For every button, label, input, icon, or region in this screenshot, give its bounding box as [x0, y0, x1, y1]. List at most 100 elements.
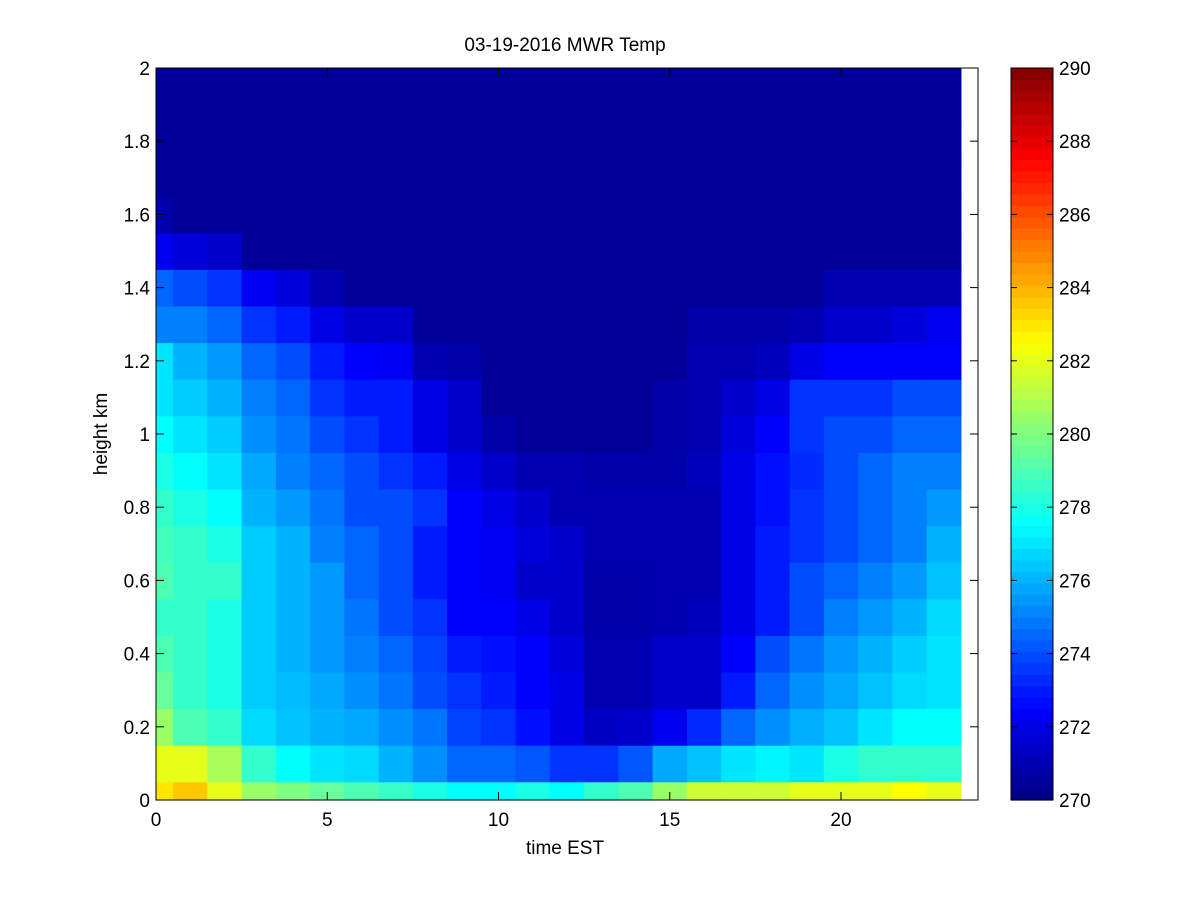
heatmap-cell	[618, 598, 654, 636]
colorbar-segment	[1011, 170, 1053, 183]
heatmap-cell	[241, 525, 277, 563]
heatmap-cell	[858, 452, 893, 490]
heatmap-cell	[207, 562, 243, 600]
heatmap-cell	[618, 305, 654, 344]
heatmap-cell	[926, 525, 962, 563]
heatmap-cell	[823, 342, 859, 380]
heatmap-cell	[310, 269, 345, 307]
heatmap-cell	[378, 562, 414, 600]
heatmap-cell	[275, 122, 311, 161]
heatmap-cell	[686, 488, 722, 527]
heatmap-cell	[721, 635, 756, 673]
heatmap-cell	[173, 525, 208, 563]
heatmap-cell	[241, 635, 277, 673]
heatmap-cell	[481, 269, 517, 307]
heatmap-cell	[310, 305, 345, 344]
heatmap-cell	[892, 671, 928, 710]
heatmap-cell	[241, 452, 277, 490]
heatmap-cell	[926, 415, 962, 453]
x-axis-label: time EST	[526, 838, 605, 859]
heatmap-cell	[241, 781, 277, 801]
heatmap-cell	[823, 671, 859, 710]
heatmap-cell	[549, 635, 585, 673]
heatmap-cell	[584, 708, 619, 746]
heatmap-cell	[447, 488, 482, 527]
heatmap-cell	[652, 379, 688, 417]
colorbar-segment	[1011, 536, 1053, 549]
heatmap-cell	[515, 525, 551, 563]
heatmap-cell	[549, 269, 585, 307]
heatmap-cell	[755, 452, 791, 490]
heatmap-cell	[207, 122, 243, 161]
heatmap-cell	[892, 452, 928, 490]
heatmap-cell	[823, 708, 859, 746]
heatmap-cell	[515, 269, 551, 307]
heatmap-cell	[173, 122, 208, 161]
heatmap-cell	[378, 196, 414, 234]
heatmap-cell	[823, 452, 859, 490]
heatmap-cell	[515, 232, 551, 270]
heatmap-cell	[241, 598, 277, 636]
heatmap-cell	[926, 305, 962, 344]
heatmap-cell	[721, 562, 756, 600]
y-tick-label: 0.8	[124, 498, 150, 519]
heatmap-cell	[207, 269, 243, 307]
heatmap-cell	[584, 159, 619, 197]
heatmap-cell	[378, 671, 414, 710]
heatmap-cell	[652, 598, 688, 636]
heatmap-cell	[207, 488, 243, 527]
heatmap-cell	[892, 415, 928, 453]
heatmap-cell	[481, 68, 517, 124]
heatmap-cell	[275, 415, 311, 453]
heatmap-cell	[584, 635, 619, 673]
heatmap-cell	[344, 379, 380, 417]
heatmap-cell	[652, 342, 688, 380]
colorbar-segment	[1011, 182, 1053, 195]
heatmap-cell	[926, 598, 962, 636]
heatmap-cell	[823, 525, 859, 563]
heatmap-cell	[481, 196, 517, 234]
heatmap-cell	[515, 488, 551, 527]
heatmap-cell	[686, 232, 722, 270]
heatmap-cell	[721, 232, 756, 270]
heatmap-cell	[412, 232, 448, 270]
heatmap-cell	[481, 159, 517, 197]
heatmap-cell	[892, 232, 928, 270]
heatmap-cell	[789, 269, 825, 307]
heatmap-cell	[156, 196, 174, 234]
colorbar-segment	[1011, 479, 1053, 492]
heatmap-cell	[310, 415, 345, 453]
colorbar-segment	[1011, 674, 1053, 687]
heatmap-cell	[447, 562, 482, 600]
heatmap-cell	[618, 415, 654, 453]
heatmap-cell	[823, 488, 859, 527]
colorbar-segment	[1011, 571, 1053, 584]
heatmap-cell	[618, 671, 654, 710]
heatmap-cell	[515, 415, 551, 453]
heatmap-cell	[652, 232, 688, 270]
heatmap-cell	[344, 232, 380, 270]
heatmap-cell	[156, 525, 174, 563]
heatmap-cell	[515, 745, 551, 783]
heatmap-cell	[241, 745, 277, 783]
heatmap-cell	[584, 305, 619, 344]
heatmap-cell	[789, 232, 825, 270]
heatmap-cell	[207, 525, 243, 563]
heatmap-cell	[515, 708, 551, 746]
heatmap-cell	[584, 598, 619, 636]
heatmap-cell	[447, 671, 482, 710]
colorbar-segment	[1011, 514, 1053, 527]
heatmap-cell	[858, 598, 893, 636]
heatmap-cell	[618, 122, 654, 161]
heatmap-cell	[344, 196, 380, 234]
heatmap-cell	[584, 452, 619, 490]
heatmap-cell	[755, 305, 791, 344]
heatmap-cell	[926, 745, 962, 783]
heatmap-cell	[447, 232, 482, 270]
y-tick-label: 1.8	[124, 132, 150, 153]
heatmap-cell	[412, 745, 448, 783]
heatmap-cell	[156, 671, 174, 710]
heatmap-cell	[789, 781, 825, 801]
heatmap-cell	[618, 562, 654, 600]
heatmap-cell	[515, 781, 551, 801]
